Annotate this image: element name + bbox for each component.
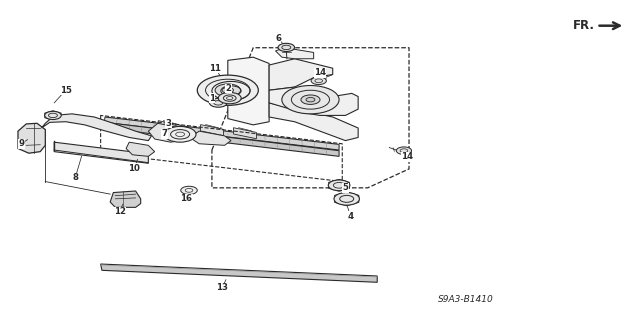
Text: 2: 2 <box>225 84 232 93</box>
Text: 10: 10 <box>129 164 140 173</box>
Circle shape <box>306 98 315 102</box>
Circle shape <box>278 43 294 51</box>
Circle shape <box>197 75 259 105</box>
Polygon shape <box>200 125 223 136</box>
Text: 15: 15 <box>60 86 72 95</box>
Polygon shape <box>269 87 358 115</box>
Polygon shape <box>228 57 269 125</box>
Polygon shape <box>189 131 231 145</box>
Polygon shape <box>148 123 189 142</box>
Polygon shape <box>269 59 333 90</box>
Text: 11: 11 <box>209 64 221 73</box>
Text: 14: 14 <box>314 68 326 78</box>
Polygon shape <box>110 191 141 207</box>
Text: 3: 3 <box>166 119 172 128</box>
Polygon shape <box>100 264 377 282</box>
Polygon shape <box>54 142 148 163</box>
Polygon shape <box>104 117 339 150</box>
Polygon shape <box>104 122 339 156</box>
Polygon shape <box>275 48 314 59</box>
Text: 5: 5 <box>342 183 348 192</box>
Polygon shape <box>18 123 45 153</box>
Text: 9: 9 <box>18 139 24 148</box>
Circle shape <box>311 77 326 85</box>
Circle shape <box>334 193 360 205</box>
Circle shape <box>164 126 196 142</box>
Polygon shape <box>42 114 152 141</box>
Polygon shape <box>126 142 155 156</box>
Text: 13: 13 <box>216 284 228 293</box>
Circle shape <box>45 111 61 120</box>
Text: 7: 7 <box>162 129 168 138</box>
Text: 1: 1 <box>209 93 215 103</box>
Text: FR.: FR. <box>573 19 595 32</box>
Circle shape <box>209 99 227 107</box>
Circle shape <box>215 84 241 97</box>
Text: S9A3-B1410: S9A3-B1410 <box>438 295 494 304</box>
Text: 8: 8 <box>72 173 78 182</box>
Circle shape <box>222 87 234 93</box>
Polygon shape <box>269 103 358 141</box>
Text: 6: 6 <box>275 34 281 43</box>
Text: 14: 14 <box>401 152 413 161</box>
Text: 16: 16 <box>180 194 193 203</box>
Circle shape <box>282 85 339 114</box>
Polygon shape <box>158 121 181 132</box>
Text: 12: 12 <box>114 207 125 216</box>
Circle shape <box>218 93 241 104</box>
Text: 4: 4 <box>348 212 353 221</box>
Circle shape <box>301 95 320 104</box>
Circle shape <box>396 147 412 154</box>
Polygon shape <box>234 128 257 139</box>
Circle shape <box>328 180 350 191</box>
Circle shape <box>180 186 197 195</box>
